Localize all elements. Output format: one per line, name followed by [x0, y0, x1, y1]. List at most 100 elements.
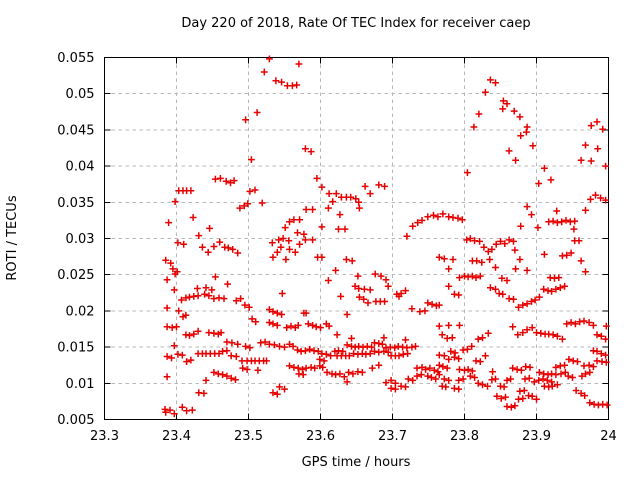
data-point-marker [533, 395, 540, 403]
data-point-marker [335, 225, 342, 233]
data-point-marker [358, 369, 366, 376]
x-tick-label: 23.6 [306, 429, 335, 444]
data-point-marker [194, 292, 202, 300]
data-point-marker [263, 357, 270, 365]
data-point-marker [500, 97, 507, 105]
data-point-marker [464, 345, 471, 353]
data-point-marker [499, 105, 507, 113]
data-point-marker [578, 372, 586, 380]
data-point-marker [482, 352, 489, 360]
data-point-marker [336, 370, 344, 378]
data-point-marker [360, 295, 368, 303]
data-point-marker [309, 236, 316, 244]
data-point-marker [456, 274, 463, 281]
data-point-marker [253, 109, 261, 116]
data-point-marker [395, 352, 403, 360]
data-point-marker [549, 217, 557, 225]
data-point-marker [294, 322, 302, 329]
data-point-marker [492, 375, 499, 383]
data-point-marker [183, 407, 190, 415]
data-point-marker [570, 225, 578, 233]
data-point-marker [319, 364, 327, 371]
data-point-marker [325, 190, 333, 197]
data-point-marker [455, 355, 463, 363]
data-point-marker [432, 375, 440, 383]
data-point-marker [402, 336, 409, 344]
data-point-marker [567, 249, 575, 257]
data-point-marker [455, 291, 463, 299]
data-point-marker [382, 379, 390, 386]
data-point-marker [456, 366, 463, 373]
y-tick-label: 0.035 [57, 196, 94, 211]
data-point-marker [602, 351, 609, 359]
data-point-marker [271, 341, 278, 349]
y-tick-label: 0.05 [66, 87, 95, 102]
data-point-marker [257, 339, 265, 347]
data-point-marker [162, 408, 170, 416]
data-point-marker [559, 335, 566, 343]
data-point-marker [503, 100, 511, 108]
data-point-marker [563, 251, 571, 259]
data-point-marker [171, 198, 179, 205]
data-point-marker [593, 118, 601, 126]
data-point-marker [511, 402, 519, 410]
data-point-marker [163, 373, 171, 381]
data-point-marker [537, 329, 545, 337]
y-tick-label: 0.01 [66, 377, 95, 392]
data-point-marker [417, 371, 425, 378]
data-point-marker [162, 256, 170, 264]
data-point-marker [503, 377, 511, 384]
data-point-marker [469, 367, 476, 375]
data-point-marker [412, 343, 419, 350]
data-point-marker [200, 390, 208, 397]
data-point-marker [375, 348, 383, 356]
y-tick-label: 0.02 [66, 304, 95, 319]
y-tick-label: 0.015 [57, 341, 94, 356]
data-point-marker [602, 196, 609, 204]
data-point-marker [322, 350, 330, 358]
data-point-marker [169, 265, 177, 273]
data-point-marker [548, 382, 556, 390]
data-point-marker [544, 287, 552, 294]
data-point-marker [523, 128, 530, 136]
data-point-marker [348, 257, 356, 265]
data-point-marker [286, 218, 293, 226]
data-point-marker [178, 351, 186, 359]
data-point-marker [347, 193, 355, 201]
tick-marks [104, 57, 609, 420]
data-point-marker [261, 338, 269, 346]
data-point-marker [232, 353, 240, 360]
data-point-marker [475, 110, 483, 118]
data-point-marker [569, 374, 576, 381]
data-point-marker [167, 259, 175, 267]
y-tick-labels: 0.005 0.01 0.015 0.02 0.025 0.03 0.035 0.04 0.04… [57, 51, 94, 428]
data-point-marker [380, 348, 388, 355]
data-point-marker [190, 330, 198, 338]
data-point-marker [286, 362, 293, 370]
data-point-marker [242, 343, 249, 350]
data-point-marker [248, 315, 256, 323]
data-point-marker [228, 339, 236, 347]
data-point-marker [242, 116, 249, 124]
data-point-marker [325, 277, 332, 284]
data-point-marker [384, 282, 392, 290]
data-point-marker [594, 145, 602, 153]
data-point-marker [558, 218, 566, 226]
data-point-marker [582, 206, 589, 214]
data-point-marker [529, 142, 537, 150]
y-tick-label: 0.055 [57, 51, 94, 66]
data-point-marker [492, 285, 499, 293]
data-point-marker [461, 366, 468, 374]
data-point-marker [402, 383, 409, 391]
data-point-marker [534, 224, 542, 231]
data-point-marker [302, 347, 309, 355]
x-tick-label: 23.5 [234, 429, 263, 444]
data-point-marker [574, 358, 581, 365]
data-point-marker [234, 249, 242, 257]
data-point-marker [511, 246, 519, 254]
data-point-marker [286, 340, 293, 348]
data-point-marker [168, 324, 176, 331]
data-point-marker [587, 122, 595, 129]
data-point-marker [409, 377, 417, 384]
data-point-marker [234, 340, 242, 348]
